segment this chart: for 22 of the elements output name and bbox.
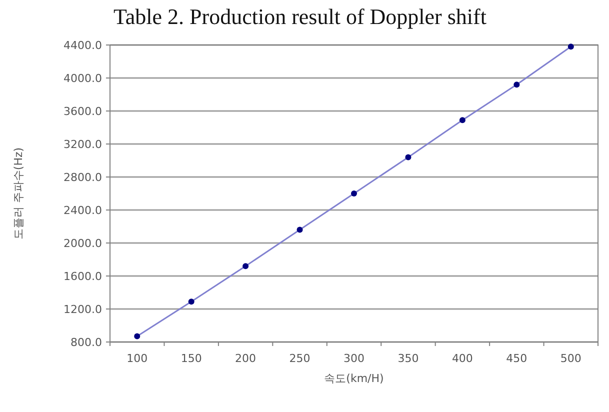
x-axis-title: 속도(km/H) — [324, 372, 384, 385]
x-tick-label: 350 — [398, 352, 419, 365]
y-tick-label: 1200.0 — [64, 303, 102, 316]
y-tick-label: 800.0 — [70, 336, 102, 349]
y-tick-label: 2400.0 — [64, 204, 102, 217]
x-tick-label: 300 — [344, 352, 364, 365]
y-tick-label: 2000.0 — [64, 237, 102, 250]
y-tick-label: 2800.0 — [64, 171, 102, 184]
y-tick-label: 4400.0 — [64, 39, 102, 52]
y-tick-label: 3600.0 — [64, 105, 102, 118]
x-tick-label: 500 — [560, 352, 582, 365]
x-tick-label: 250 — [289, 352, 310, 365]
y-tick-label: 3200.0 — [64, 138, 102, 151]
chart-title: Table 2. Production result of Doppler shift — [113, 4, 487, 29]
x-tick-label: 400 — [452, 352, 473, 365]
x-tick-label: 150 — [180, 352, 202, 365]
x-tick-label: 450 — [506, 352, 528, 365]
x-tick-label: 200 — [235, 352, 256, 365]
y-tick-label: 1600.0 — [64, 270, 102, 283]
y-tick-label: 4000.0 — [64, 72, 102, 85]
x-tick-label: 100 — [126, 352, 148, 365]
y-axis-title: 도플러 주파수(Hz) — [12, 147, 25, 240]
